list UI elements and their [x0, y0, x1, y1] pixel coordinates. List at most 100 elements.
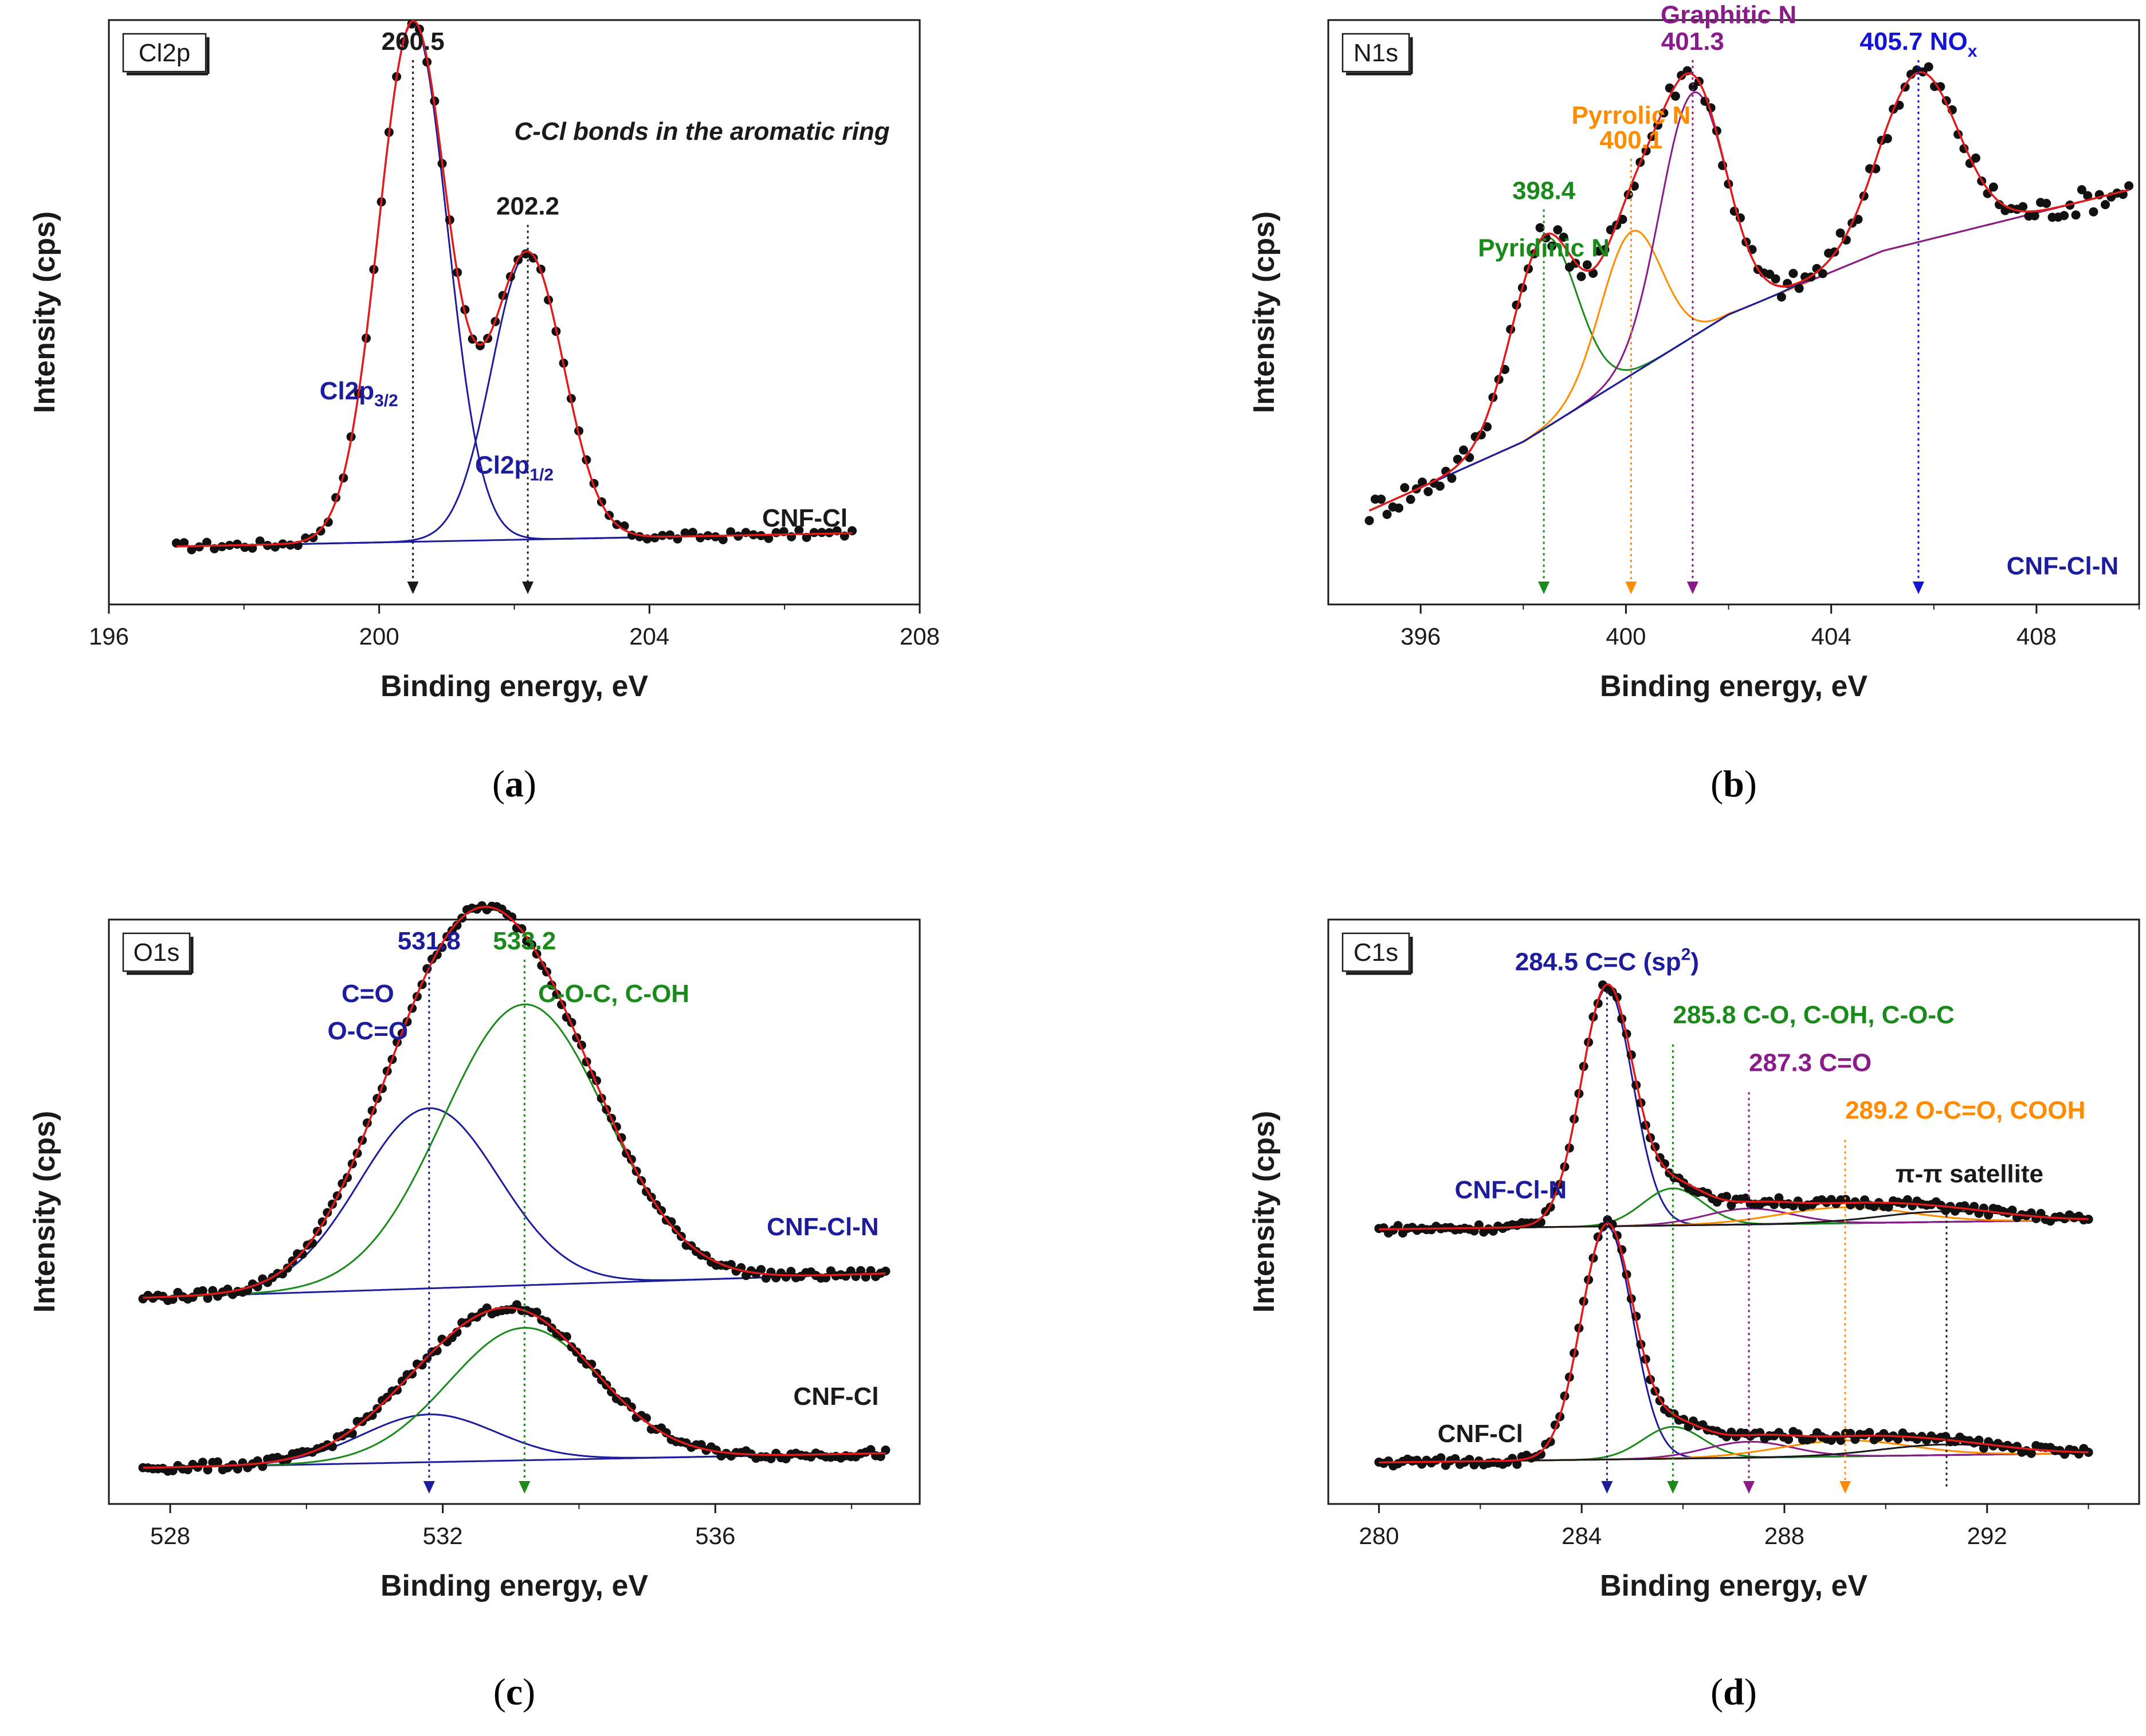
- data-point: [1835, 228, 1845, 238]
- data-point: [1435, 481, 1445, 491]
- marker-label-sub: x: [1968, 42, 1978, 61]
- data-point: [718, 535, 728, 544]
- y-axis-label: Intensity (cps): [28, 211, 61, 414]
- data-point: [316, 526, 325, 536]
- peak-marker: 533.2: [493, 927, 556, 1494]
- data-point: [323, 517, 333, 527]
- data-point: [1376, 494, 1386, 504]
- caption-letter: d: [1723, 1671, 1744, 1713]
- data-point: [1406, 494, 1415, 504]
- annotation: Cl2p3/2: [320, 377, 398, 410]
- panel-caption: (d): [1710, 1671, 1757, 1713]
- data-point: [1660, 1159, 1669, 1169]
- data-point: [1722, 1192, 1731, 1201]
- annotation: O-C=O: [328, 1017, 409, 1045]
- data-point: [417, 1360, 427, 1370]
- peak-marker: 285.8 C-O, C-OH, C-O-C: [1667, 1001, 1955, 1494]
- sample-label: CNF-Cl-N: [767, 1213, 879, 1241]
- annotation-text: C-O-C, C-OH: [538, 980, 689, 1008]
- annotation: Cl2p1/2: [475, 451, 554, 485]
- x-tick-label: 288: [1764, 1522, 1804, 1549]
- data-point: [587, 1360, 597, 1369]
- x-tick-label: 400: [1606, 623, 1646, 650]
- spectrum-cnf-cl: [138, 1300, 890, 1476]
- fit-envelope: [143, 1306, 886, 1469]
- data-point: [2084, 1447, 2093, 1457]
- data-point: [786, 1267, 796, 1277]
- data-point: [2101, 200, 2110, 210]
- marker-label-tail: ): [1690, 948, 1699, 976]
- data-point: [1688, 82, 1698, 92]
- annotation-text: C-Cl bonds in the aromatic ring: [515, 117, 890, 146]
- annotation: Graphitic N: [1661, 1, 1796, 29]
- data-point: [1536, 1450, 1545, 1459]
- data-point: [1582, 260, 1592, 270]
- marker-label: 200.5: [382, 28, 445, 56]
- peak-marker: 284.5 C=C (sp2): [1515, 945, 1699, 1494]
- data-point: [1882, 133, 1892, 143]
- component-peak-533.2: [143, 1326, 886, 1469]
- data-point: [2077, 185, 2086, 195]
- marker-label-text: 200.5: [382, 28, 445, 56]
- data-point: [1774, 1193, 1784, 1203]
- marker-label-text: 287.3 C=O: [1749, 1048, 1872, 1077]
- x-axis-label: Binding energy, eV: [1600, 670, 1868, 703]
- data-point: [1988, 182, 1998, 192]
- marker-arrow: [1743, 1481, 1755, 1494]
- panel-tag-text: C1s: [1353, 938, 1398, 967]
- component-peak-401.3: [1368, 91, 2129, 512]
- marker-label: π-π satellite: [1896, 1160, 2043, 1188]
- marker-label: 289.2 O-C=O, COOH: [1845, 1097, 2085, 1125]
- x-tick-label: 404: [1811, 623, 1851, 650]
- x-axis-label: Binding energy, eV: [380, 670, 648, 703]
- fit-envelope: [1379, 983, 2089, 1231]
- x-tick-label: 536: [695, 1522, 735, 1549]
- sample-label: CNF-Cl: [762, 504, 848, 532]
- data-point: [1512, 1459, 1522, 1469]
- data-point: [1784, 1435, 1794, 1444]
- annotation-text: O-C=O: [328, 1017, 409, 1045]
- data-point: [1559, 233, 1568, 242]
- annotation: Pyridinic N: [1478, 234, 1610, 262]
- marker-label: 398.4: [1512, 176, 1576, 205]
- data-point: [2124, 181, 2134, 191]
- panel-a: 196 200 204 208 Binding energy, eV Intensity …: [28, 19, 940, 805]
- marker-arrow: [407, 582, 419, 594]
- marker-label-text: 533.2: [493, 927, 556, 955]
- data-point: [198, 1458, 207, 1467]
- x-tick-label: 292: [1967, 1522, 2007, 1549]
- data-point: [1670, 91, 1680, 101]
- data-point: [1818, 269, 1827, 278]
- data-point: [794, 525, 804, 535]
- x-tick-label: 284: [1562, 1522, 1602, 1549]
- marker-label: 287.3 C=O: [1749, 1048, 1872, 1077]
- marker-label-text: 289.2 O-C=O, COOH: [1845, 1097, 2085, 1125]
- marker-label-text: 398.4: [1512, 176, 1576, 205]
- marker-arrow: [1667, 1481, 1679, 1494]
- panel-d: 280 284 288 292 Binding energy, eV Intensity …: [1247, 918, 2140, 1713]
- panel-c: 528 532 536 Binding energy, eV Intensity (cp…: [28, 901, 921, 1713]
- data-point: [1924, 62, 1933, 72]
- data-point: [1382, 509, 1392, 519]
- data-point: [1618, 214, 1627, 224]
- annotation-sub: 3/2: [374, 391, 398, 410]
- annotation-text: Cl2p: [320, 377, 374, 405]
- data-point: [217, 542, 227, 552]
- plot-frame: [1327, 19, 2140, 606]
- spectrum-main: [171, 19, 857, 555]
- marker-label-sup: 2: [1681, 945, 1691, 964]
- data-point: [1400, 483, 1410, 493]
- data-point: [2042, 199, 2051, 208]
- data-point: [1576, 272, 1586, 281]
- spectrum-main: [1364, 62, 2134, 525]
- marker-arrow: [1601, 1481, 1613, 1494]
- annotation: C=O: [342, 980, 394, 1008]
- x-tick-label: 280: [1359, 1522, 1399, 1549]
- data-point: [2083, 191, 2093, 201]
- caption-paren: (: [492, 763, 505, 805]
- panel-caption: (c): [493, 1671, 535, 1713]
- panel-caption: (b): [1710, 763, 1757, 805]
- caption-paren: ): [524, 763, 536, 805]
- data-point: [1788, 269, 1798, 278]
